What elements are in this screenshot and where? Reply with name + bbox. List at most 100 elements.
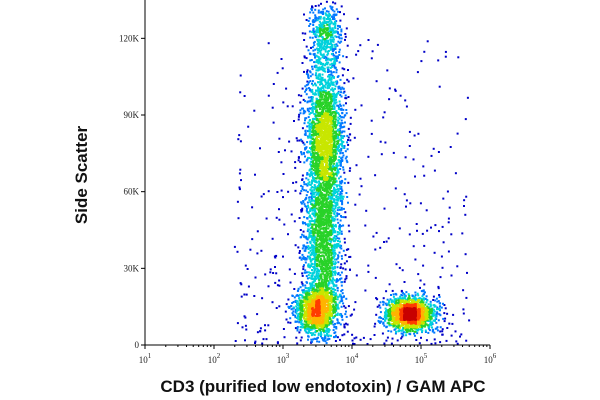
event-point: [317, 77, 320, 80]
event-point: [319, 255, 322, 257]
event-point: [292, 310, 295, 313]
event-point: [344, 268, 347, 271]
event-point: [419, 202, 422, 205]
event-point: [327, 190, 329, 193]
event-point: [320, 35, 323, 38]
event-point: [330, 201, 333, 204]
event-point: [381, 332, 384, 335]
event-point: [311, 281, 314, 284]
event-point: [331, 27, 334, 30]
event-point: [439, 330, 442, 333]
event-point: [311, 186, 314, 188]
event-point: [329, 27, 332, 30]
event-point: [339, 197, 342, 200]
event-point: [330, 197, 333, 200]
event-point: [331, 126, 334, 129]
event-point: [325, 101, 328, 104]
event-point: [326, 44, 329, 47]
event-point: [309, 188, 312, 191]
event-point: [309, 208, 312, 211]
event-point: [326, 66, 329, 69]
event-point: [325, 329, 328, 332]
event-point: [290, 308, 293, 311]
event-point: [320, 268, 323, 270]
event-point: [299, 313, 302, 316]
event-point: [315, 110, 318, 113]
event-point: [433, 338, 436, 341]
event-point: [344, 94, 347, 97]
event-point: [335, 327, 338, 330]
event-point: [307, 212, 310, 215]
event-point: [271, 237, 274, 240]
event-point: [328, 101, 331, 104]
event-point: [334, 322, 336, 325]
event-point: [320, 260, 322, 263]
event-point: [328, 329, 331, 331]
event-point: [292, 307, 295, 310]
event-point: [313, 20, 316, 23]
event-point: [336, 44, 339, 47]
event-point: [313, 177, 316, 179]
event-point: [322, 98, 325, 101]
event-point: [325, 266, 328, 269]
event-point: [295, 305, 298, 308]
event-point: [333, 162, 336, 165]
event-point: [323, 231, 326, 234]
event-point: [311, 110, 314, 113]
event-point: [294, 316, 297, 319]
event-point: [313, 275, 316, 278]
event-point: [307, 182, 310, 185]
event-point: [296, 320, 299, 323]
event-point: [315, 168, 318, 171]
event-point: [324, 40, 326, 43]
event-point: [339, 199, 342, 202]
event-point: [408, 295, 411, 297]
event-point: [315, 18, 318, 21]
event-point: [272, 121, 275, 124]
event-point: [417, 294, 420, 297]
event-point: [320, 193, 323, 196]
event-point: [338, 227, 340, 230]
event-point: [299, 112, 302, 115]
event-point: [336, 287, 339, 289]
event-point: [311, 207, 314, 209]
event-point: [314, 260, 317, 263]
event-point: [329, 18, 332, 21]
event-point: [330, 116, 333, 119]
event-point: [329, 63, 332, 66]
event-point: [292, 301, 295, 303]
event-point: [330, 62, 333, 65]
event-point: [373, 334, 376, 336]
event-point: [327, 99, 329, 102]
event-point: [313, 113, 316, 116]
event-point: [307, 271, 310, 274]
event-point: [298, 331, 301, 334]
event-point: [307, 264, 310, 267]
event-point: [427, 307, 430, 310]
event-point: [342, 108, 345, 111]
event-point: [344, 157, 347, 160]
event-point: [418, 342, 421, 345]
event-point: [337, 92, 340, 95]
event-point: [341, 334, 344, 337]
event-point: [337, 159, 340, 162]
event-point: [332, 116, 335, 119]
event-point: [330, 100, 333, 103]
event-point: [337, 32, 339, 35]
event-point: [460, 333, 463, 336]
event-point: [335, 188, 337, 191]
event-point: [332, 95, 335, 98]
event-point: [319, 88, 322, 91]
event-point: [337, 112, 340, 115]
event-point: [323, 245, 325, 248]
event-point: [465, 339, 468, 342]
event-point: [299, 299, 302, 302]
event-point: [313, 202, 316, 205]
event-point: [430, 342, 433, 345]
event-point: [462, 289, 465, 292]
event-point: [319, 39, 322, 42]
event-point: [320, 79, 323, 82]
event-point: [413, 296, 416, 299]
event-point: [332, 1, 334, 4]
event-point: [334, 340, 337, 342]
